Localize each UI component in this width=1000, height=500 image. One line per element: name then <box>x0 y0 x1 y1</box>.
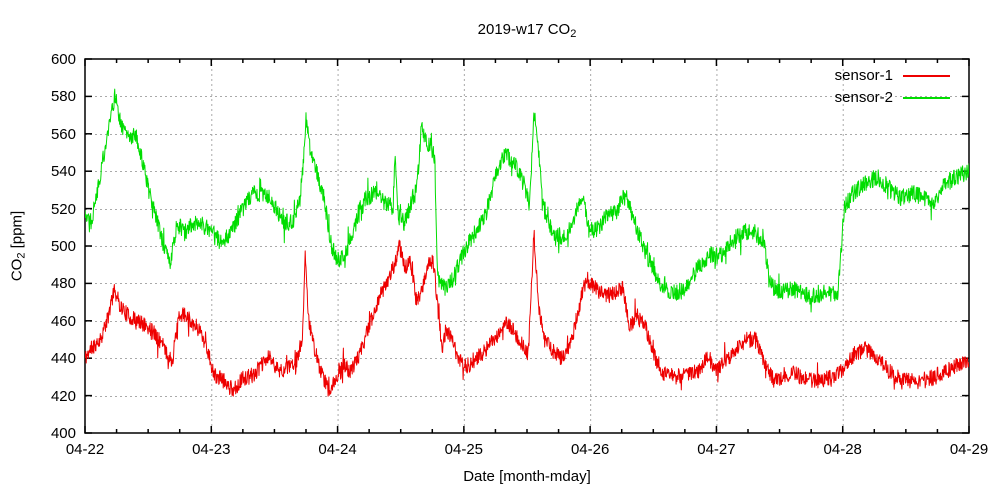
y-tick-label: 560 <box>50 125 76 143</box>
x-axis-label: Date [month-mday] <box>463 468 591 485</box>
chart-title-subscript: 2 <box>570 28 577 40</box>
y-tick-label: 580 <box>50 88 76 106</box>
y-tick-label: 600 <box>50 51 76 68</box>
x-tick-label: 04-29 <box>949 441 989 458</box>
chart-title: 2019-w17 CO2 <box>85 21 969 40</box>
y-tick-label: 520 <box>50 200 76 218</box>
legend-label-sensor-1: sensor-1 <box>834 67 893 84</box>
legend-label-sensor-2: sensor-2 <box>834 89 893 106</box>
x-tick-label: 04-28 <box>823 441 862 458</box>
x-tick-label: 04-23 <box>192 441 231 458</box>
x-tick-label: 04-27 <box>697 441 736 458</box>
legend-line-sensor-2 <box>903 97 950 99</box>
y-tick-label: 500 <box>50 238 76 255</box>
y-tick-label: 440 <box>50 350 76 368</box>
y-tick-label: 460 <box>50 312 76 330</box>
y-tick-label: 480 <box>50 275 76 293</box>
chart-title-text: 2019-w17 CO <box>477 21 571 38</box>
x-tick-label: 04-22 <box>65 441 105 458</box>
x-tick-label: 04-24 <box>318 441 357 458</box>
y-tick-label: 420 <box>50 387 76 405</box>
x-tick-label: 04-25 <box>444 441 484 458</box>
legend-line-sensor-1 <box>903 75 950 77</box>
y-tick-label: 540 <box>50 163 76 181</box>
x-tick-label: 04-26 <box>570 441 610 458</box>
y-tick-label: 400 <box>50 425 76 442</box>
